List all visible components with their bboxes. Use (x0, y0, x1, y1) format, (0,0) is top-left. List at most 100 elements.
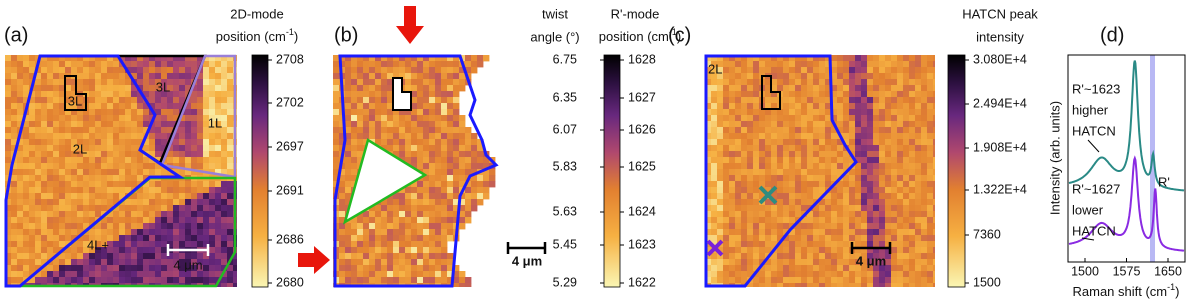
pixel (53, 235, 59, 241)
pixel (723, 115, 729, 121)
pixel (771, 283, 777, 289)
pixel (435, 229, 441, 235)
pixel (795, 109, 801, 115)
pixel (351, 121, 357, 127)
annotation: R'~1627 (1072, 181, 1120, 196)
pixel (369, 277, 375, 283)
pixel (77, 67, 83, 73)
pixel (429, 97, 435, 103)
pixel (137, 79, 143, 85)
pixel (131, 211, 137, 217)
pixel (891, 121, 897, 127)
pixel (95, 97, 101, 103)
pixel (375, 205, 381, 211)
pixel (471, 67, 477, 73)
pixel (735, 175, 741, 181)
pixel (885, 169, 891, 175)
pixel (161, 247, 167, 253)
pixel (921, 61, 927, 67)
pixel (813, 223, 819, 229)
tick-label: 6.75 (553, 52, 577, 66)
pixel (729, 175, 735, 181)
pixel (53, 97, 59, 103)
pixel (345, 109, 351, 115)
pixel (197, 235, 203, 241)
pixel (215, 211, 221, 217)
pixel (113, 187, 119, 193)
pixel (47, 181, 53, 187)
pixel (789, 133, 795, 139)
pixel (411, 217, 417, 223)
pixel (447, 199, 453, 205)
pixel (807, 79, 813, 85)
pixel (801, 235, 807, 241)
pixel (345, 187, 351, 193)
pixel (909, 283, 915, 289)
pixel (11, 133, 17, 139)
pixel (59, 211, 65, 217)
pixel (435, 187, 441, 193)
pixel (357, 109, 363, 115)
pixel (717, 169, 723, 175)
pixel (885, 103, 891, 109)
pixel (227, 139, 233, 145)
tick-label: 1622 (628, 275, 656, 289)
pixel (161, 127, 167, 133)
pixel (423, 79, 429, 85)
pixel (173, 79, 179, 85)
pixel (155, 271, 161, 277)
pixel (393, 259, 399, 265)
pixel (753, 217, 759, 223)
pixel (783, 79, 789, 85)
pixel (5, 97, 11, 103)
pixel (861, 205, 867, 211)
pixel (411, 85, 417, 91)
pixel (53, 127, 59, 133)
pixel (897, 271, 903, 277)
pixel (17, 223, 23, 229)
pixel (221, 139, 227, 145)
pixel (113, 61, 119, 67)
pixel (471, 199, 477, 205)
pixel (831, 139, 837, 145)
pixel (933, 79, 939, 85)
pixel (741, 175, 747, 181)
pixel (435, 217, 441, 223)
pixel (933, 223, 939, 229)
pixel (423, 265, 429, 271)
pixel (29, 259, 35, 265)
pixel (143, 217, 149, 223)
pixel (17, 73, 23, 79)
pixel (759, 211, 765, 217)
pixel (807, 193, 813, 199)
pixel (711, 157, 717, 163)
pixel (885, 91, 891, 97)
pixel (381, 217, 387, 223)
pixel (447, 169, 453, 175)
pixel (89, 169, 95, 175)
pixel (53, 241, 59, 247)
pixel (191, 223, 197, 229)
pixel (741, 139, 747, 145)
pixel (891, 217, 897, 223)
pixel (65, 139, 71, 145)
region-label: 2L (73, 141, 87, 156)
pixel (369, 127, 375, 133)
pixel (837, 283, 843, 289)
pixel (221, 181, 227, 187)
pixel (729, 211, 735, 217)
pixel (393, 115, 399, 121)
pixel (711, 211, 717, 217)
pixel (215, 223, 221, 229)
pixel (435, 145, 441, 151)
pixel (339, 229, 345, 235)
pixel (399, 271, 405, 277)
pixel (83, 133, 89, 139)
pixel (453, 151, 459, 157)
pixel (381, 235, 387, 241)
pixel (35, 163, 41, 169)
pixel (137, 97, 143, 103)
pixel (375, 259, 381, 265)
pixel (927, 103, 933, 109)
pixel (209, 103, 215, 109)
